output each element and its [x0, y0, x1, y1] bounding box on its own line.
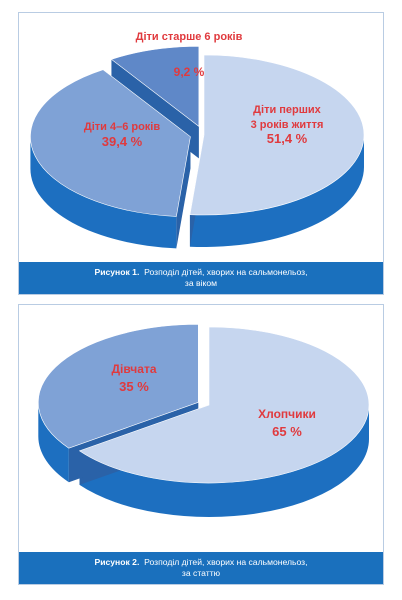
- figure-2-caption: Рисунок 2. Розподіл дітей, хворих на сал…: [19, 552, 383, 584]
- chart2-slice-1-name-label-0: Дівчата: [112, 362, 157, 376]
- gender-distribution-pie-chart: Хлопчики 65 % Дівчата 35 %: [38, 324, 370, 517]
- figure-2-panel: Хлопчики 65 % Дівчата 35 % Рисунок 2. Розпо…: [18, 304, 384, 585]
- chart2-slice-0-rim: [79, 405, 369, 517]
- chart1-slice-1: [30, 69, 191, 217]
- chart1-slice-1-value-label: 39,4 %: [102, 134, 143, 149]
- chart1-slice-1-name-label-0: Діти 4–6 років: [84, 121, 161, 133]
- chart2-slice-0-name-label-0: Хлопчики: [258, 407, 316, 421]
- figure-1-caption-prefix: Рисунок 1.: [94, 267, 140, 277]
- figure-1-panel: Діти перших 3 років життя 51,4 % Діти 4–6 р…: [18, 12, 384, 295]
- chart2-slice-1-value-label: 35 %: [119, 379, 149, 394]
- figure-2-caption-line1: Розподіл дітей, хворих на сальмонельоз,: [144, 557, 308, 567]
- chart1-slice-0-name-label-1: 3 років життя: [251, 119, 324, 131]
- chart1-slice-2-name-label-0: Діти старше 6 років: [136, 31, 243, 43]
- figure-1-caption: Рисунок 1. Розподіл дітей, хворих на сал…: [19, 262, 383, 294]
- chart2-slice-1-rim: [38, 402, 69, 483]
- chart1-slice-2: [110, 46, 200, 127]
- figure-2-caption-line2: за статтю: [181, 568, 221, 578]
- figure-1-caption-line2: за віком: [184, 278, 218, 288]
- chart1-slice-0: [189, 54, 365, 216]
- chart1-slice-2-value-label: 9,2 %: [174, 65, 205, 79]
- figure-2-caption-prefix: Рисунок 2.: [94, 557, 140, 567]
- chart2-slice-0-value-label: 65 %: [272, 424, 302, 439]
- chart2-slice-1: [38, 324, 199, 449]
- chart1-slice-1-rim: [30, 136, 177, 249]
- figure-1-caption-line1: Розподіл дітей, хворих на сальмонельоз,: [144, 267, 308, 277]
- chart1-slice-0-name-label-0: Діти перших: [253, 104, 322, 116]
- chart1-slice-0-rim: [189, 135, 364, 247]
- chart1-slice-0-value-label: 51,4 %: [267, 131, 308, 146]
- chart2-slice-0: [78, 326, 370, 484]
